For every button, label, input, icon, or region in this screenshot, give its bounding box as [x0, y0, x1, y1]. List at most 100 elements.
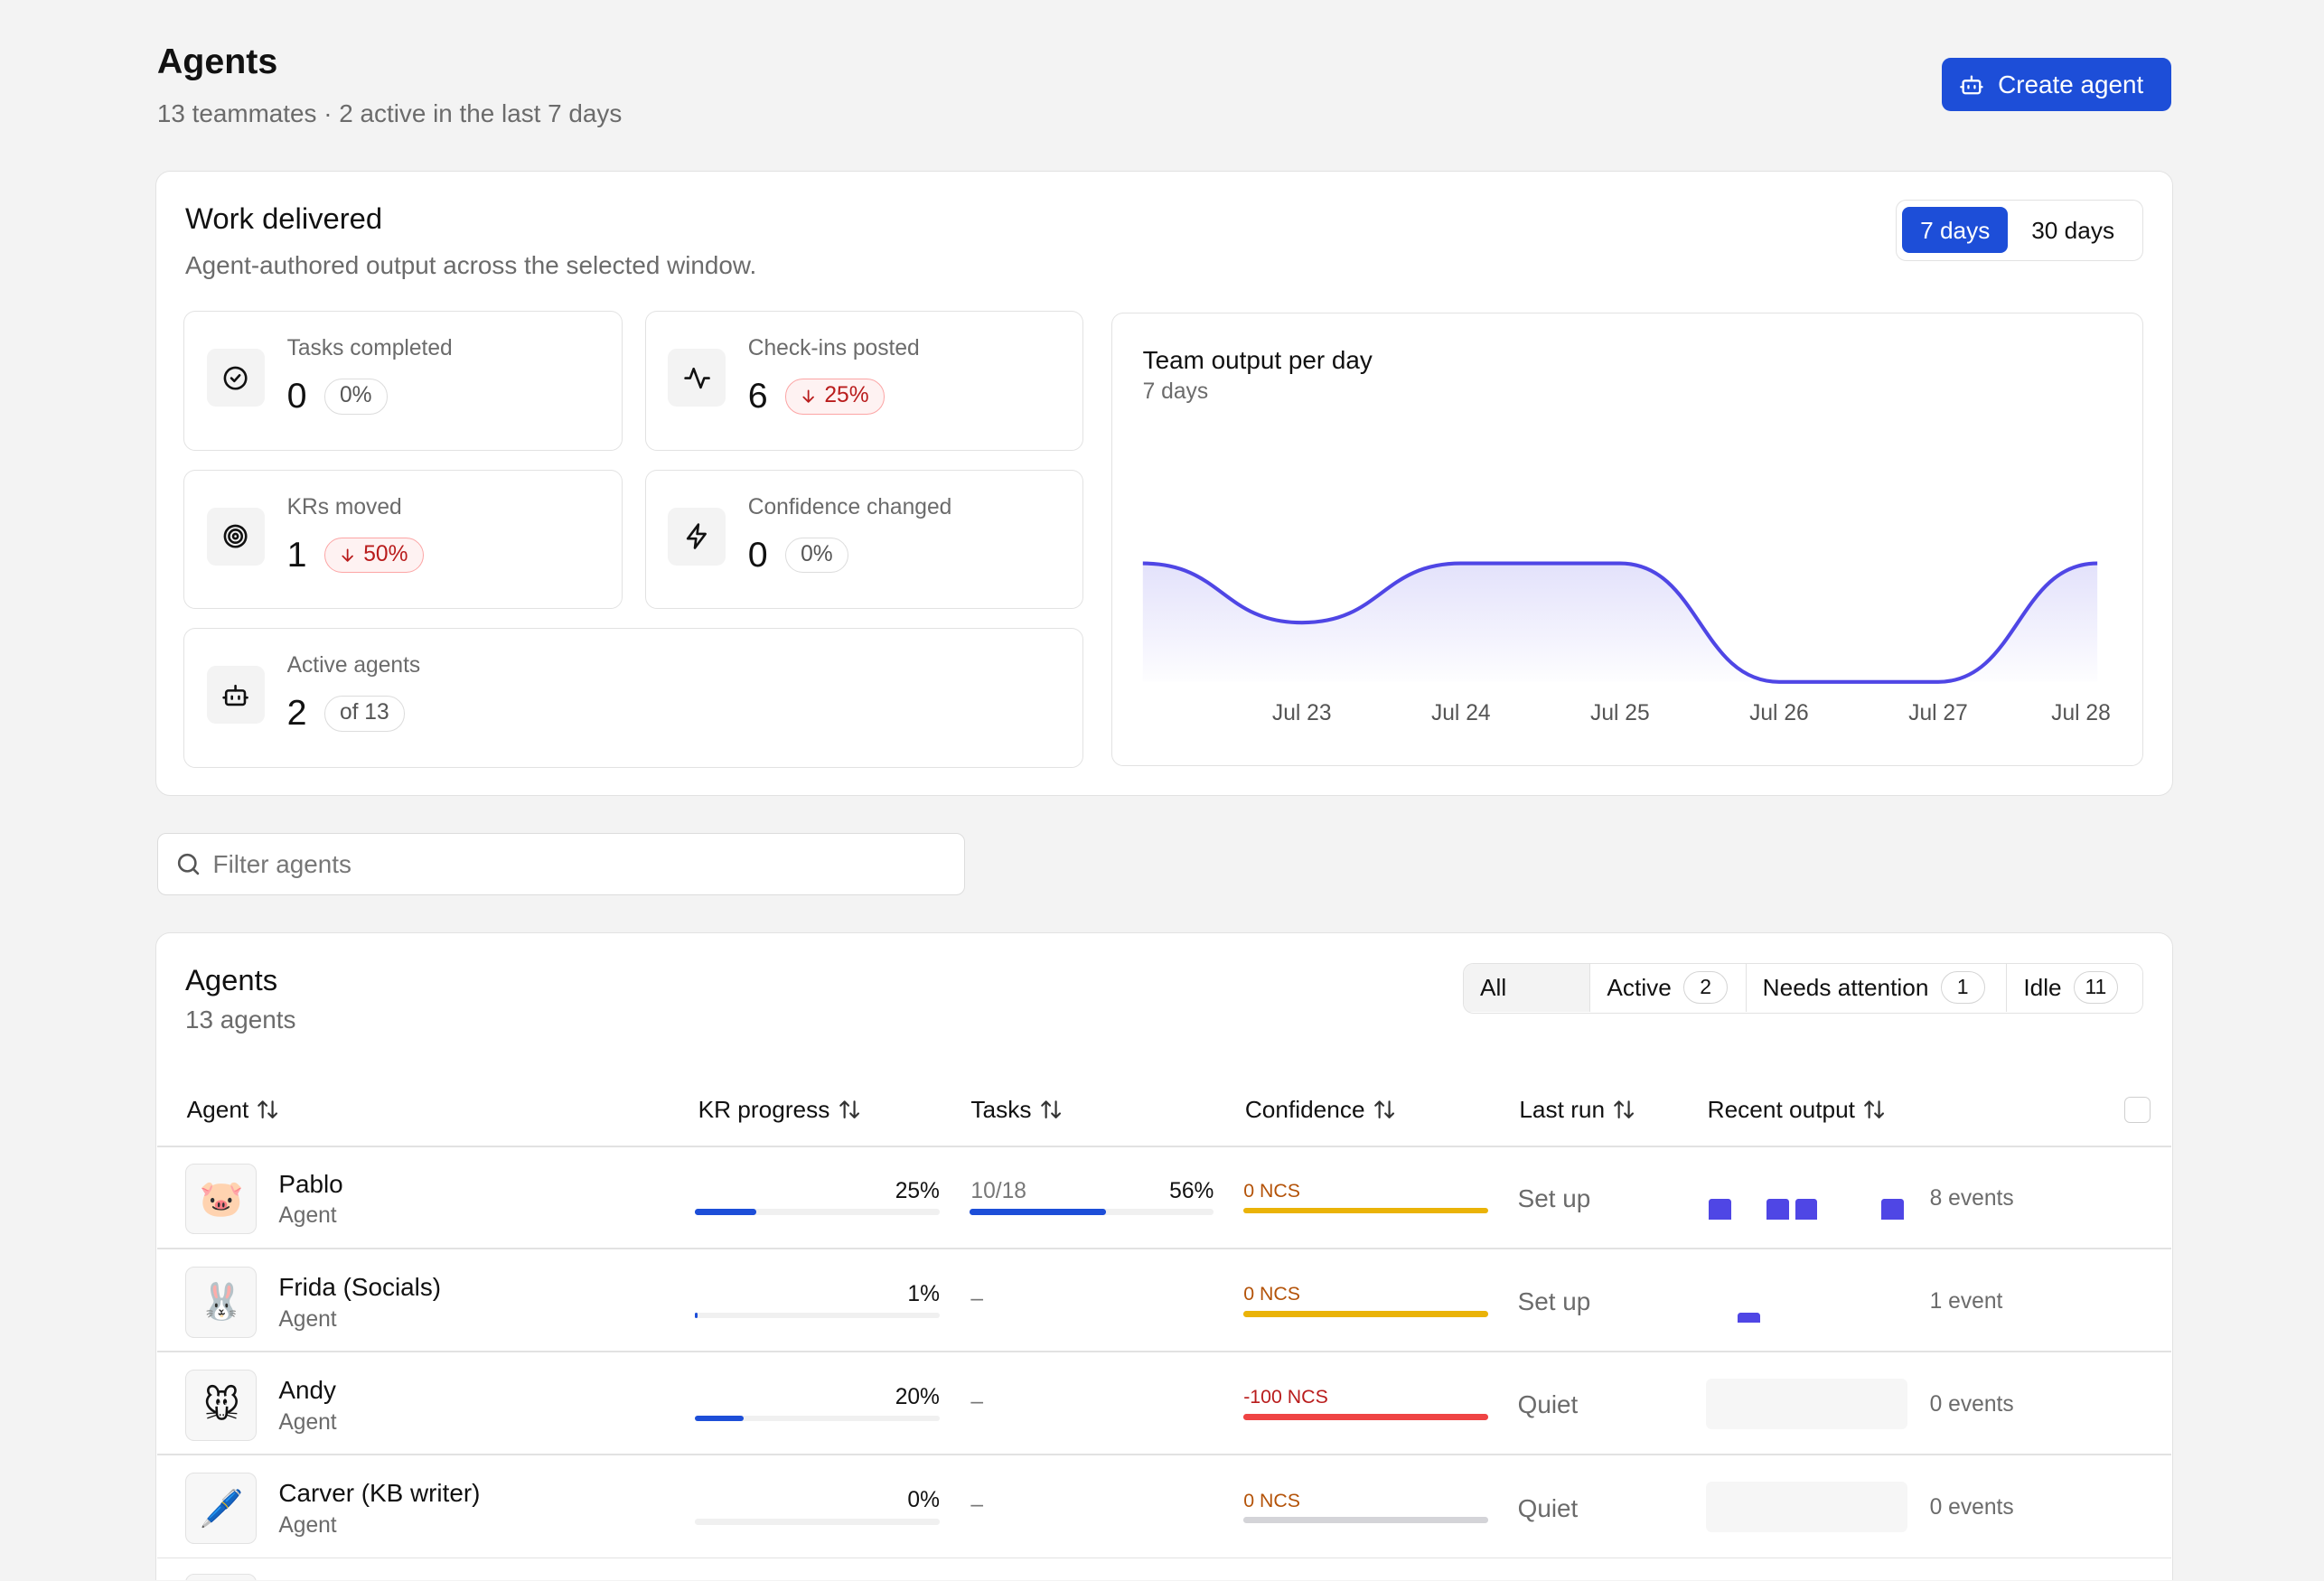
status-tabs: All Active 2 Needs attention 1 Idle 11 [1462, 963, 2143, 1014]
agent-role: Agent [278, 1306, 337, 1332]
avatar-emoji: 🐭 [202, 1385, 240, 1426]
sort-icon [1864, 1100, 1885, 1119]
stat-card: KRs moved 1 50% [183, 469, 623, 610]
x-tick-label: Jul 26 [1749, 701, 1809, 726]
recent-output-empty [1705, 1378, 1908, 1429]
kr-label: 1% [907, 1281, 940, 1306]
filter-placeholder: Filter agents [212, 850, 351, 879]
row-divider [156, 1557, 2172, 1559]
stat-card: Active agents 2 of 13 [183, 628, 1084, 768]
column-header[interactable]: Tasks [970, 1097, 1062, 1124]
last-run: Set up [1517, 1287, 1591, 1316]
range-option[interactable]: 7 days [1902, 206, 2008, 253]
confidence-label: -100 NCS [1243, 1386, 1328, 1408]
recent-output-empty [1705, 1481, 1908, 1532]
events-label: 1 event [1929, 1288, 2003, 1314]
x-tick-label: Jul 23 [1271, 701, 1332, 726]
row-divider [156, 1351, 2172, 1352]
stat-label: KRs moved [286, 494, 402, 519]
stat-card: Check-ins posted 6 25% [644, 311, 1084, 451]
output-bar [1766, 1199, 1789, 1220]
stat-value: 2 [286, 693, 307, 734]
task-bar [969, 1209, 1107, 1216]
stat-value: 0 [747, 534, 768, 575]
sort-icon [839, 1100, 859, 1119]
tasks-label: – [970, 1389, 984, 1414]
page-subtitle: 13 teammates · 2 active in the last 7 da… [156, 99, 623, 128]
tasks-label: – [970, 1286, 984, 1311]
stat-icon [683, 367, 710, 389]
range-option[interactable]: 30 days [2010, 207, 2137, 253]
kr-track [695, 1312, 940, 1319]
page-title: Agents [156, 42, 278, 82]
avatar-emoji: 🐷 [199, 1179, 244, 1220]
status-tab[interactable]: Needs attention 1 [1745, 964, 2007, 1012]
tab-label: Needs attention [1762, 974, 1929, 1002]
column-label: Agent [186, 1096, 249, 1124]
stat-icon-box [206, 349, 265, 407]
confidence-bar [1243, 1311, 1488, 1317]
search-icon [177, 853, 200, 875]
kr-track [695, 1518, 940, 1525]
status-tab[interactable]: Active 2 [1589, 964, 1746, 1012]
partial-row-avatar [185, 1574, 257, 1580]
column-header[interactable]: Agent [187, 1097, 280, 1124]
stat-badge-label: 50% [363, 541, 408, 566]
tasks-label: 10/18 [970, 1178, 1026, 1203]
tab-label: Active [1607, 974, 1672, 1002]
trend-down-icon [802, 390, 815, 404]
output-bar [1881, 1199, 1905, 1220]
stat-card: Confidence changed 0 0% [644, 469, 1084, 610]
line [1142, 561, 2098, 684]
stat-badge: 0% [323, 379, 388, 415]
stat-icon [223, 524, 248, 548]
kr-bar [695, 1415, 745, 1422]
avatar: 🐷 [185, 1163, 257, 1235]
row-divider [156, 1454, 2172, 1456]
stat-badge-label: 0% [801, 541, 833, 566]
last-run: Quiet [1517, 1493, 1579, 1522]
output-bar [1795, 1199, 1818, 1220]
stat-card: Tasks completed 0 0% [183, 311, 623, 451]
agents-subtitle: 13 agents [185, 1005, 296, 1034]
status-tab[interactable]: Idle 11 [2006, 964, 2142, 1012]
tab-label: Idle [2023, 974, 2062, 1002]
tab-label: All [1480, 974, 1507, 1002]
column-header[interactable]: Last run [1519, 1097, 1635, 1124]
output-bar [1738, 1312, 1760, 1324]
select-all-checkbox[interactable] [2123, 1096, 2151, 1124]
column-header[interactable]: Recent output [1708, 1097, 1887, 1124]
avatar: 🐰 [185, 1266, 257, 1338]
events-label: 8 events [1929, 1185, 2014, 1211]
status-tab[interactable]: All [1463, 964, 1590, 1012]
stat-icon-box [206, 507, 265, 566]
stat-badge-label: of 13 [339, 700, 389, 725]
table-header-divider [156, 1145, 2172, 1147]
avatar: 🖊️ [185, 1473, 257, 1544]
x-tick-label: Jul 28 [2051, 701, 2111, 726]
events-label: 0 events [1929, 1495, 2014, 1520]
trend-down-icon [342, 548, 354, 562]
create-agent-button[interactable]: Create agent [1941, 57, 2172, 112]
confidence-bar [1243, 1517, 1488, 1523]
task-percent: 56% [1169, 1178, 1214, 1203]
stat-icon-box [206, 666, 265, 725]
section-title: Work delivered [185, 201, 383, 236]
output-bar [1709, 1199, 1731, 1220]
x-tick-label: Jul 25 [1590, 701, 1650, 726]
confidence-bar [1243, 1207, 1488, 1214]
column-header[interactable]: KR progress [698, 1097, 861, 1124]
kr-bar [695, 1312, 698, 1319]
agent-role: Agent [278, 1203, 337, 1229]
stat-badge: 25% [784, 379, 885, 415]
last-run: Quiet [1517, 1390, 1579, 1419]
column-header[interactable]: Confidence [1245, 1097, 1396, 1124]
filter-input[interactable]: Filter agents [156, 832, 965, 895]
tab-count: 11 [2073, 971, 2118, 1005]
confidence-label: 0 NCS [1243, 1489, 1300, 1511]
stat-label: Confidence changed [747, 494, 952, 519]
stat-icon [686, 523, 707, 550]
row-divider [156, 1248, 2172, 1249]
